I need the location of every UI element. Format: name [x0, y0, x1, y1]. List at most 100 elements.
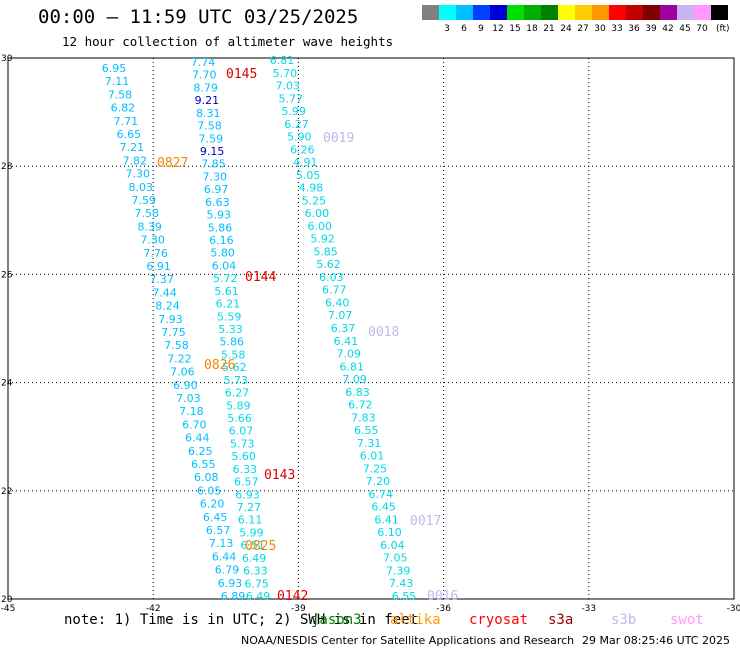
- legend-swatch: [422, 5, 439, 20]
- wave-height-value: 7.20: [366, 475, 391, 488]
- wave-height-value: 5.58: [221, 348, 246, 361]
- wave-height-value: 5.99: [281, 105, 306, 118]
- wave-height-value: 6.05: [197, 484, 222, 497]
- wave-height-value: 7.71: [114, 115, 139, 128]
- wave-height-value: 7.11: [105, 75, 130, 88]
- x-tick-label: -42: [146, 604, 161, 614]
- wave-height-value: 9.15: [200, 145, 225, 158]
- x-tick-label: -36: [436, 604, 451, 614]
- legend-label: 18: [526, 24, 538, 34]
- legend-swatch: [507, 5, 524, 20]
- legend-swatch: [711, 5, 728, 20]
- wave-height-value: 7.59: [132, 194, 157, 207]
- legend-swatch: [473, 5, 490, 20]
- wave-height-value: 5.90: [287, 131, 312, 144]
- wave-height-value: 7.30: [126, 168, 151, 181]
- map-frame: [7, 57, 735, 600]
- wave-height-value: 7.74: [191, 56, 216, 69]
- wave-height-value: 6.57: [234, 476, 259, 489]
- x-tick-label: -33: [581, 604, 596, 614]
- wave-height-value: 6.33: [233, 463, 258, 476]
- wave-height-value: 6.10: [377, 526, 402, 539]
- wave-height-value: 7.58: [197, 120, 222, 133]
- wave-height-value: 7.43: [389, 577, 414, 590]
- wave-height-value: 6.55: [354, 424, 379, 437]
- y-tick-label: 28: [1, 162, 13, 172]
- y-tick-label: 26: [1, 270, 13, 280]
- satellite-swot: swot: [670, 612, 704, 628]
- wave-height-value: 6.55: [392, 590, 417, 603]
- legend-swatch: [609, 5, 626, 20]
- legend-swatch: [643, 5, 660, 20]
- wave-height-value: 8.03: [129, 181, 154, 194]
- wave-height-value: 6.01: [360, 450, 385, 463]
- wave-height-value: 7.27: [237, 501, 262, 514]
- legend-label: 27: [577, 24, 589, 34]
- legend-label: 21: [543, 24, 555, 34]
- wave-height-value: 7.30: [203, 170, 228, 183]
- wave-height-value: 7.09: [337, 348, 362, 361]
- wave-height-value: 7.18: [179, 405, 204, 418]
- pass-time-label: 0144: [245, 270, 276, 285]
- legend-label: 15: [509, 24, 521, 34]
- legend-label: 70: [696, 24, 708, 34]
- y-tick-label: 24: [1, 379, 13, 389]
- wave-height-value: 6.37: [331, 322, 356, 335]
- wave-height-value: 5.85: [313, 245, 338, 258]
- wave-height-value: 6.93: [235, 488, 260, 501]
- legend-label: 30: [594, 24, 606, 34]
- legend-swatch: [456, 5, 473, 20]
- wave-height-value: 6.65: [117, 128, 142, 141]
- wave-height-value: 5.25: [302, 194, 327, 207]
- wave-height-value: 8.79: [193, 81, 218, 94]
- pass-time-label: 0827: [157, 156, 188, 171]
- pass-time-label: 0825: [245, 539, 276, 554]
- wave-height-value: 7.58: [108, 88, 133, 101]
- wave-height-value: 6.83: [345, 386, 370, 399]
- satellite-s3b: s3b: [611, 612, 637, 628]
- wave-height-value: 7.05: [383, 552, 408, 565]
- wave-height-value: 6.90: [173, 379, 198, 392]
- wave-height-value: 7.25: [363, 462, 388, 475]
- wave-height-value: 6.03: [319, 271, 344, 284]
- wave-height-value: 6.72: [348, 399, 373, 412]
- wave-height-value: 6.00: [305, 207, 330, 220]
- wave-height-value: 4.91: [293, 156, 318, 169]
- wave-height-value: 6.77: [322, 284, 347, 297]
- pass-time-label: 0019: [323, 131, 354, 146]
- satellite-altika: altika: [390, 612, 441, 628]
- wave-height-value: 7.82: [123, 154, 148, 167]
- legend-label: 42: [662, 24, 674, 34]
- x-tick-label: -45: [1, 604, 16, 614]
- wave-height-value: 7.85: [201, 158, 226, 171]
- wave-height-value: 6.74: [369, 488, 394, 501]
- y-tick-label: 22: [1, 487, 12, 497]
- wave-height-value: 6.21: [216, 298, 241, 311]
- wave-height-value: 5.99: [239, 526, 264, 539]
- legend-swatch: [660, 5, 677, 20]
- wave-height-value: 6.45: [203, 511, 228, 524]
- legend-swatch: [677, 5, 694, 20]
- wave-height-value: 6.27: [225, 387, 250, 400]
- wave-height-value: 5.72: [213, 272, 238, 285]
- wave-height-value: 7.58: [164, 339, 189, 352]
- wave-height-value: 6.07: [229, 425, 254, 438]
- legend-swatch: [558, 5, 575, 20]
- wave-height-value: 9.21: [195, 94, 220, 107]
- wave-height-value: 5.60: [231, 450, 256, 463]
- credit-text: NOAA/NESDIS Center for Satellite Applica…: [241, 634, 575, 647]
- legend-swatch: [592, 5, 609, 20]
- wave-height-value: 7.37: [149, 273, 174, 286]
- wave-height-value: 6.81: [339, 360, 364, 373]
- x-tick-label: -39: [291, 604, 306, 614]
- wave-height-value: 6.55: [191, 458, 216, 471]
- wave-height-value: 5.61: [214, 285, 239, 298]
- wave-height-value: 6.57: [206, 524, 231, 537]
- wave-height-value: 6.44: [212, 550, 237, 563]
- legend-swatch: [524, 5, 541, 20]
- pass-time-label: 0016: [427, 589, 458, 604]
- page-subtitle: 12 hour collection of altimeter wave hei…: [62, 34, 394, 49]
- wave-height-value: 5.73: [230, 437, 255, 450]
- wave-height-value: 7.59: [199, 132, 224, 145]
- legend-label: 9: [478, 24, 484, 34]
